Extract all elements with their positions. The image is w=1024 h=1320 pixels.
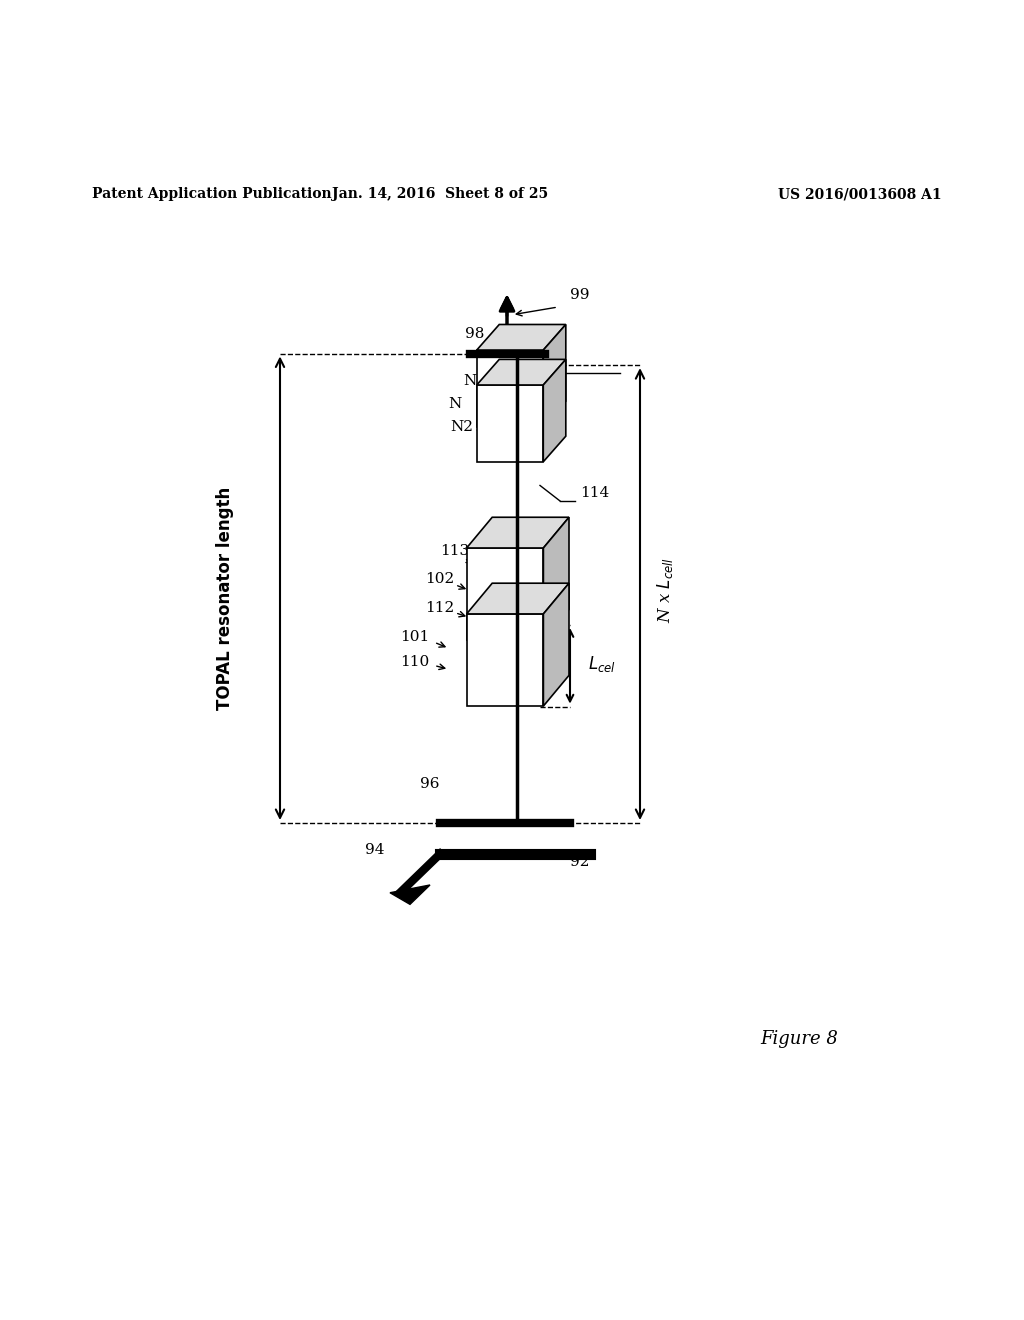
Text: 113: 113 xyxy=(440,544,470,558)
Text: 112: 112 xyxy=(425,601,455,615)
Polygon shape xyxy=(477,325,566,350)
Text: $L_{cel}$: $L_{cel}$ xyxy=(588,653,616,675)
Text: TOPAL resonator length: TOPAL resonator length xyxy=(216,487,234,710)
Polygon shape xyxy=(477,359,566,385)
Text: 110: 110 xyxy=(400,655,430,669)
Text: 114: 114 xyxy=(580,486,609,500)
Text: N2: N2 xyxy=(451,420,473,434)
Polygon shape xyxy=(467,614,544,706)
Text: N: N xyxy=(449,397,462,411)
Polygon shape xyxy=(467,583,569,614)
Text: Figure 8: Figure 8 xyxy=(760,1030,838,1048)
Text: 98: 98 xyxy=(465,327,484,341)
Polygon shape xyxy=(544,325,566,426)
Polygon shape xyxy=(477,350,544,426)
Text: N1: N1 xyxy=(464,374,486,388)
Polygon shape xyxy=(544,359,566,462)
Text: 102: 102 xyxy=(425,573,455,586)
Text: 101: 101 xyxy=(400,630,430,644)
Polygon shape xyxy=(544,583,569,706)
Text: 92: 92 xyxy=(570,854,590,869)
Polygon shape xyxy=(467,548,544,640)
Text: 99: 99 xyxy=(570,288,590,302)
Polygon shape xyxy=(467,517,569,548)
Polygon shape xyxy=(477,385,544,462)
Text: 96: 96 xyxy=(420,777,439,791)
Text: US 2016/0013608 A1: US 2016/0013608 A1 xyxy=(778,187,942,201)
Text: 94: 94 xyxy=(366,843,385,857)
Polygon shape xyxy=(544,517,569,640)
Text: Jan. 14, 2016  Sheet 8 of 25: Jan. 14, 2016 Sheet 8 of 25 xyxy=(332,187,549,201)
Text: N x $L_{cell}$: N x $L_{cell}$ xyxy=(655,557,675,623)
Text: Patent Application Publication: Patent Application Publication xyxy=(92,187,332,201)
Polygon shape xyxy=(390,884,430,904)
